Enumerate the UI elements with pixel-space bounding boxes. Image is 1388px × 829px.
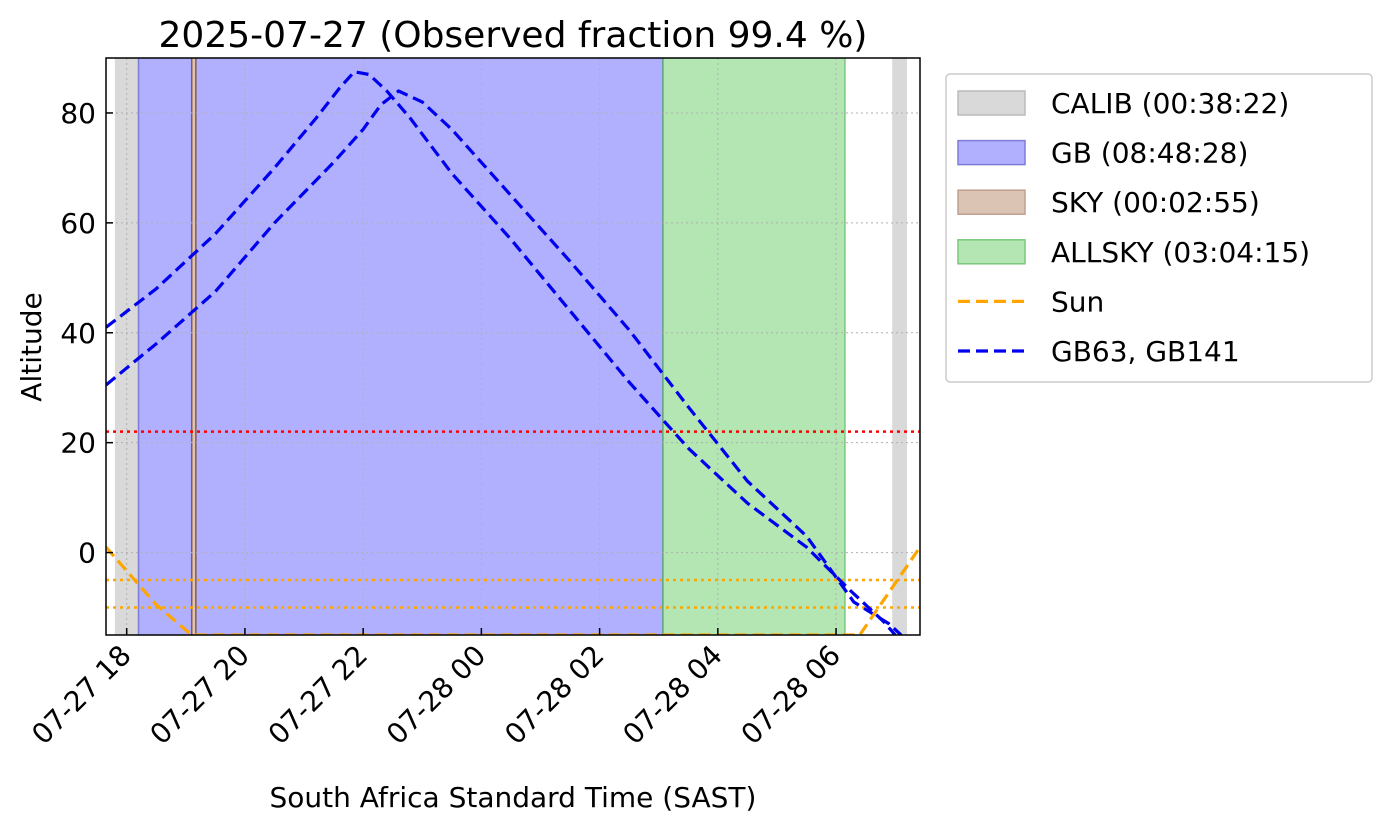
y-tick-label: 20 <box>60 427 96 460</box>
legend-swatch <box>957 189 1026 215</box>
legend-label: ALLSKY (03:04:15) <box>1051 236 1310 269</box>
x-axis-label: South Africa Standard Time (SAST) <box>270 781 757 814</box>
chart-title: 2025-07-27 (Observed fraction 99.4 %) <box>159 15 868 56</box>
span-calib <box>892 58 907 635</box>
x-tick-label: 07-28 06 <box>735 639 847 751</box>
x-tick-label: 07-28 02 <box>498 639 610 751</box>
span-allsky <box>662 58 845 635</box>
legend-swatch <box>957 239 1026 265</box>
span-gb <box>138 58 663 635</box>
legend-swatch <box>957 139 1026 166</box>
legend-label: CALIB (00:38:22) <box>1051 87 1289 120</box>
series-line-gb141 <box>106 89 903 635</box>
x-tick-label: 07-27 18 <box>25 639 137 751</box>
legend-label: SKY (00:02:55) <box>1051 186 1260 219</box>
legend-frame <box>945 73 1373 383</box>
y-tick-label: 0 <box>78 537 96 570</box>
x-tick-label: 07-27 22 <box>262 639 374 751</box>
span-calib <box>114 58 139 635</box>
reference-lines <box>106 430 920 609</box>
legend-label: GB63, GB141 <box>1051 335 1240 368</box>
grid-layer <box>106 58 920 635</box>
y-tick-label: 60 <box>60 207 96 240</box>
x-tick-label: 07-27 20 <box>144 639 256 751</box>
y-tick-label: 80 <box>60 97 96 130</box>
span-sky <box>191 58 196 635</box>
plot-frame <box>105 57 921 636</box>
legend-swatch <box>957 90 1026 116</box>
span-layer <box>114 58 907 635</box>
series-layer <box>106 69 920 635</box>
y-axis-label: Altitude <box>15 292 48 401</box>
legend: CALIB (00:38:22) GB (08:48:28) SKY (00:02:… <box>945 73 1373 383</box>
series-line-gb63 <box>106 69 897 635</box>
legend-label: GB (08:48:28) <box>1051 137 1248 170</box>
x-tick-label: 07-28 00 <box>380 639 492 751</box>
y-tick-label: 40 <box>60 317 96 350</box>
x-tick-label: 07-28 04 <box>616 639 728 751</box>
legend-label: Sun <box>1051 285 1104 318</box>
